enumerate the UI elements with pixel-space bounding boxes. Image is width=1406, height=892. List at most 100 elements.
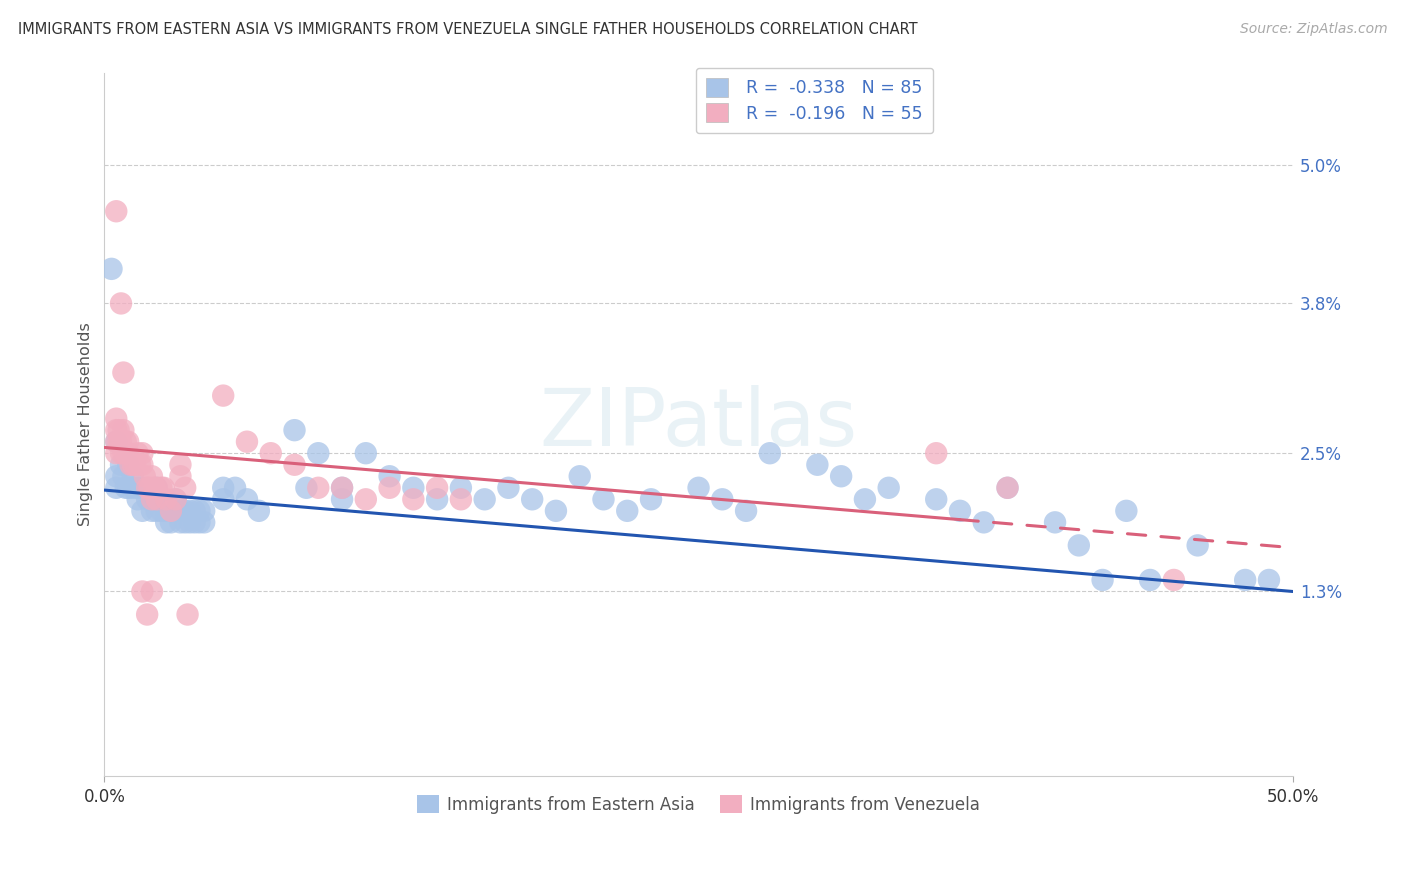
Point (973, 516, 995, 530)
Point (378, 469, 401, 483)
Point (122, 458, 145, 472)
Point (236, 492, 259, 507)
Point (145, 481, 167, 495)
Point (997, 481, 1019, 495)
Point (193, 516, 215, 530)
Point (107, 423, 129, 437)
Point (806, 458, 828, 472)
Point (1258, 573, 1281, 587)
Point (1163, 573, 1185, 587)
Point (522, 492, 544, 507)
Point (174, 481, 197, 495)
Point (165, 504, 187, 518)
Point (169, 469, 191, 483)
Point (830, 469, 852, 483)
Point (114, 446, 136, 460)
Point (122, 469, 145, 483)
Text: Source: ZipAtlas.com: Source: ZipAtlas.com (1240, 22, 1388, 37)
Point (224, 481, 246, 495)
Point (112, 366, 135, 380)
Point (141, 504, 163, 518)
Point (735, 504, 758, 518)
Point (354, 492, 377, 507)
Point (155, 492, 177, 507)
Point (354, 446, 377, 460)
Point (105, 411, 128, 425)
Point (112, 469, 135, 483)
Point (183, 504, 205, 518)
Point (330, 481, 353, 495)
Point (114, 481, 136, 495)
Text: IMMIGRANTS FROM EASTERN ASIA VS IMMIGRANTS FROM VENEZUELA SINGLE FATHER HOUSEHOL: IMMIGRANTS FROM EASTERN ASIA VS IMMIGRAN… (18, 22, 918, 37)
Point (1043, 516, 1066, 530)
Point (169, 458, 191, 472)
Point (117, 458, 139, 472)
Point (141, 469, 163, 483)
Point (498, 481, 520, 495)
Point (1187, 538, 1209, 552)
Point (474, 492, 496, 507)
Point (402, 481, 425, 495)
Point (141, 492, 163, 507)
Point (110, 446, 132, 460)
Point (155, 516, 177, 530)
Point (877, 481, 900, 495)
Point (402, 492, 425, 507)
Point (152, 481, 174, 495)
Point (160, 504, 183, 518)
Point (105, 204, 128, 219)
Point (283, 458, 305, 472)
Point (145, 504, 167, 518)
Point (110, 296, 132, 310)
Point (568, 469, 591, 483)
Point (176, 607, 198, 622)
Point (260, 446, 283, 460)
Point (179, 516, 201, 530)
Point (193, 504, 215, 518)
Point (711, 492, 734, 507)
Point (150, 481, 173, 495)
Point (450, 481, 472, 495)
Legend: Immigrants from Eastern Asia, Immigrants from Venezuela: Immigrants from Eastern Asia, Immigrants… (411, 789, 987, 821)
Point (131, 481, 153, 495)
Point (105, 446, 128, 460)
Point (212, 389, 235, 403)
Point (426, 492, 449, 507)
Point (450, 492, 472, 507)
Point (160, 516, 183, 530)
Point (127, 446, 149, 460)
Point (179, 504, 201, 518)
Point (307, 446, 329, 460)
Point (925, 446, 948, 460)
Point (131, 446, 153, 460)
Point (141, 492, 163, 507)
Point (105, 434, 128, 449)
Point (150, 504, 173, 518)
Point (592, 492, 614, 507)
Point (112, 423, 135, 437)
Point (1067, 538, 1090, 552)
Point (112, 446, 135, 460)
Y-axis label: Single Father Households: Single Father Households (79, 323, 93, 526)
Point (169, 516, 191, 530)
Point (212, 492, 235, 507)
Point (105, 423, 128, 437)
Point (117, 434, 139, 449)
Point (426, 481, 449, 495)
Point (997, 481, 1019, 495)
Point (107, 434, 129, 449)
Point (122, 481, 145, 495)
Point (136, 481, 159, 495)
Point (330, 481, 353, 495)
Point (131, 458, 153, 472)
Text: ZIPatlas: ZIPatlas (540, 385, 858, 464)
Point (145, 492, 167, 507)
Point (1115, 504, 1137, 518)
Point (150, 492, 173, 507)
Point (134, 469, 156, 483)
Point (544, 504, 567, 518)
Point (378, 481, 401, 495)
Point (1139, 573, 1161, 587)
Point (188, 516, 211, 530)
Point (136, 492, 159, 507)
